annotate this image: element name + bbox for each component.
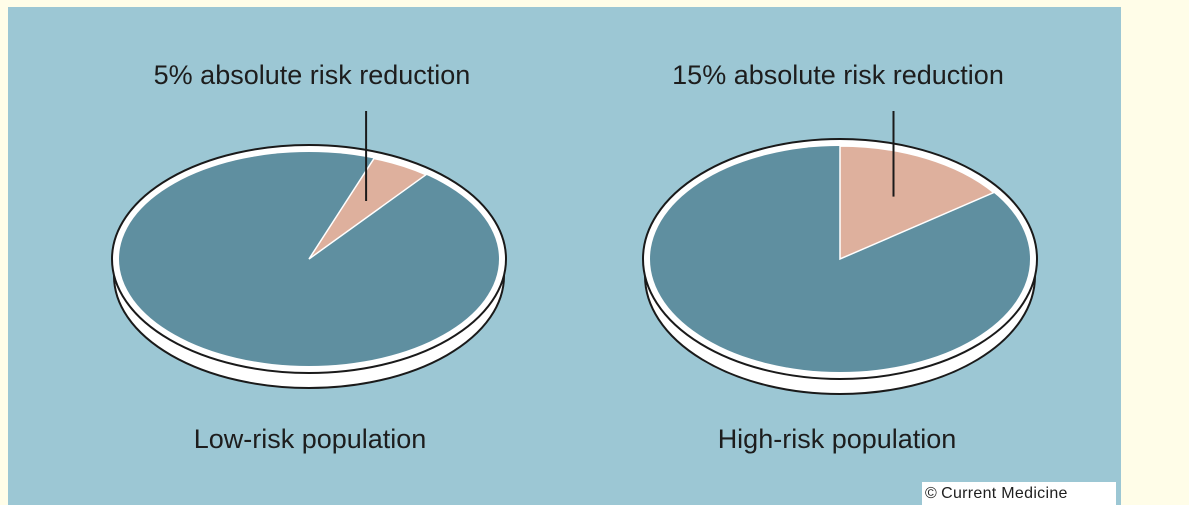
high-risk-pie-chart xyxy=(642,111,1038,395)
low-risk-pie-chart xyxy=(111,111,507,389)
low-risk-population-label: Low-risk population xyxy=(194,424,427,454)
low-risk-slice-label: 5% absolute risk reduction xyxy=(154,60,471,90)
credit-text: Current Medicine xyxy=(941,485,1068,502)
high-risk-pie-slice-risk-reduction xyxy=(839,145,996,261)
low-risk-pie-slice-risk-reduction xyxy=(308,157,428,260)
high-risk-population-label: High-risk population xyxy=(718,424,957,454)
high-risk-slice-label: 15% absolute risk reduction xyxy=(672,60,1004,90)
copyright-credit: © Current Medicine xyxy=(922,482,1116,505)
copyright-symbol: © xyxy=(925,485,938,502)
